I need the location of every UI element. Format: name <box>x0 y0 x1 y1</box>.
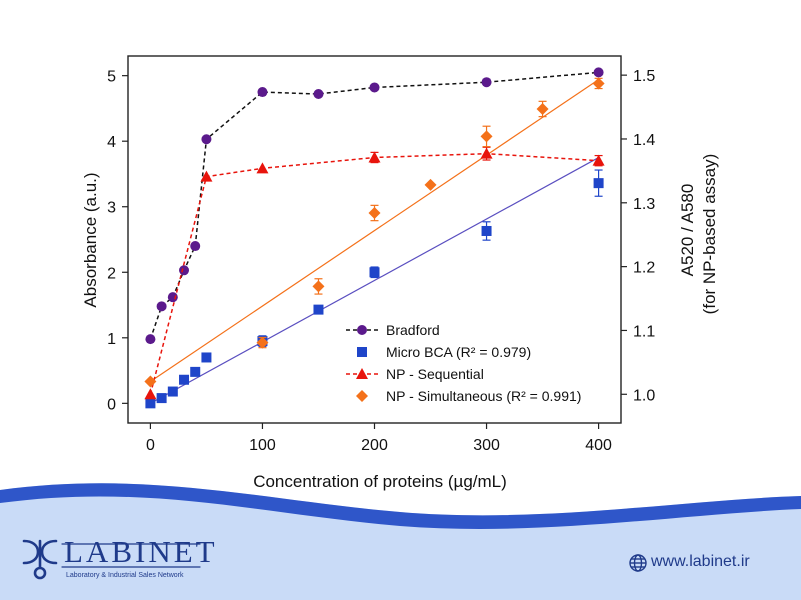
legend-label-np-sequential: NP - Sequential <box>386 366 484 382</box>
y2-tick-label: 1.0 <box>633 387 655 404</box>
np-simultaneous-point <box>480 130 493 143</box>
y-tick-label: 2 <box>107 265 116 282</box>
x-tick-label: 0 <box>146 437 155 454</box>
legend-label-np-simultaneous: NP - Simultaneous (R² = 0.991) <box>386 388 581 404</box>
np-simultaneous-point <box>368 207 381 220</box>
legend-marker-micro-bca <box>357 347 367 357</box>
x-axis-label: Concentration of proteins (µg/mL) <box>253 472 507 491</box>
np-sequential-line <box>149 152 599 395</box>
bradford-point <box>145 334 156 345</box>
bradford-point <box>593 67 604 78</box>
micro-bca-point <box>593 178 604 189</box>
x-tick-label: 200 <box>361 437 388 454</box>
legend-marker-np-sequential <box>356 368 368 379</box>
micro-bca-point <box>201 352 212 363</box>
y2-tick-label: 1.3 <box>633 196 655 213</box>
np-sequential-point <box>368 151 381 163</box>
np-simultaneous-point <box>592 77 605 90</box>
y2-axis-label: A520 / A580 <box>678 184 697 277</box>
np-simultaneous-fit-line <box>150 79 599 383</box>
brand-name: LABINET <box>64 534 218 569</box>
labinet-logo-icon <box>22 539 201 580</box>
y-tick-label: 0 <box>107 396 116 413</box>
legend-marker-bradford <box>357 325 367 335</box>
micro-bca-point <box>190 366 201 377</box>
legend: Bradford Micro BCA (R² = 0.979) NP - Seque… <box>346 322 581 404</box>
bradford-point <box>156 301 167 312</box>
micro-bca-fit-line <box>150 157 599 404</box>
bradford-point <box>481 77 492 88</box>
bradford-point <box>313 89 324 100</box>
np-simultaneous-point <box>536 102 549 115</box>
brand-tagline: Laboratory & Industrial Sales Network <box>66 572 184 579</box>
y2-tick-label: 1.2 <box>633 260 655 277</box>
globe-icon <box>629 554 647 572</box>
bradford-point <box>167 292 178 303</box>
y2-tick-label: 1.1 <box>633 323 655 340</box>
micro-bca-point <box>179 374 190 385</box>
micro-bca-point <box>167 386 178 397</box>
micro-bca-point <box>481 225 492 236</box>
y-tick-label: 5 <box>107 69 116 86</box>
np-sequential-point <box>480 147 493 159</box>
y-axis-label: Absorbance (a.u.) <box>81 172 100 307</box>
legend-label-micro-bca: Micro BCA (R² = 0.979) <box>386 344 531 360</box>
np-simultaneous-point <box>312 280 325 293</box>
bradford-point <box>190 241 201 252</box>
bradford-point <box>179 265 190 276</box>
np-sequential-point <box>200 170 213 182</box>
np-simultaneous-point <box>424 178 437 191</box>
x-tick-label: 100 <box>249 437 276 454</box>
footer-wave <box>0 483 801 529</box>
np-simultaneous-point <box>256 336 269 349</box>
x-tick-label: 400 <box>585 437 612 454</box>
bradford-point <box>201 134 212 145</box>
np-sequential-point <box>592 154 605 166</box>
website-link[interactable]: www.labinet.ir <box>651 553 750 570</box>
legend-label-bradford: Bradford <box>386 322 440 338</box>
micro-bca-point <box>369 267 380 278</box>
np-sequential-point <box>144 388 157 400</box>
y2-tick-label: 1.4 <box>633 132 655 149</box>
legend-marker-np-simultaneous <box>356 390 368 402</box>
np-simultaneous-point <box>144 375 157 388</box>
y2-axis-sublabel: (for NP-based assay) <box>700 154 719 315</box>
y2-tick-label: 1.5 <box>633 68 655 85</box>
bradford-point <box>257 87 268 98</box>
np-sequential-point <box>256 162 269 174</box>
y-tick-label: 3 <box>107 200 116 217</box>
bradford-point <box>369 82 380 93</box>
x-tick-label: 300 <box>473 437 500 454</box>
y-tick-label: 1 <box>107 331 116 348</box>
chart: 0 100 200 300 400 0 1 2 3 4 5 1.0 1.1 1.2 1.3 1.4 1.5 Co… <box>81 55 719 491</box>
y-tick-label: 4 <box>107 134 116 151</box>
micro-bca-point <box>145 398 156 409</box>
micro-bca-point <box>156 393 167 404</box>
micro-bca-point <box>313 304 324 315</box>
